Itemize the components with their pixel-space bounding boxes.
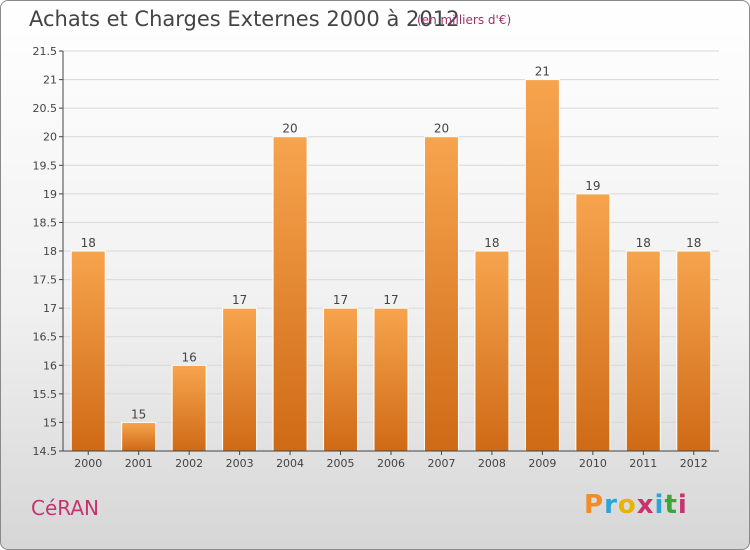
y-tick-label: 16 xyxy=(43,359,57,372)
x-tick-label: 2001 xyxy=(125,457,153,470)
data-label: 16 xyxy=(182,350,197,364)
bar-2010 xyxy=(575,193,611,452)
y-tick-label: 16.5 xyxy=(33,331,58,344)
y-tick-label: 17 xyxy=(43,302,57,315)
bar-2004 xyxy=(272,136,308,452)
bar-2007 xyxy=(423,136,459,452)
data-label: 17 xyxy=(333,293,348,307)
y-tick-label: 20.5 xyxy=(33,102,58,115)
bar-2006 xyxy=(373,307,409,452)
y-tick-label: 18 xyxy=(43,245,57,258)
x-tick-label: 2011 xyxy=(629,457,657,470)
data-label: 20 xyxy=(434,122,449,136)
x-tick-label: 2000 xyxy=(74,457,102,470)
data-label: 18 xyxy=(484,236,499,250)
bar-2008 xyxy=(474,250,510,452)
y-tick-label: 18.5 xyxy=(33,216,58,229)
y-tick-label: 20 xyxy=(43,131,57,144)
labels: 14.5 15 15.5 16 16.5 17 17.5 18 18.5 19 19.5 20 20.5… xyxy=(33,45,708,470)
logo-letter: i xyxy=(677,490,688,520)
y-tick-label: 19.5 xyxy=(33,159,58,172)
x-tick-label: 2009 xyxy=(528,457,556,470)
x-tick-label: 2005 xyxy=(327,457,355,470)
y-tick-label: 15 xyxy=(43,416,57,429)
y-tick-label: 21.5 xyxy=(33,45,58,58)
x-tick-label: 2004 xyxy=(276,457,304,470)
bar-2002 xyxy=(171,364,207,452)
y-tick-label: 14.5 xyxy=(33,445,58,458)
chart-title: Achats et Charges Externes 2000 à 2012 xyxy=(29,7,460,31)
data-label: 17 xyxy=(232,293,247,307)
y-tick-label: 17.5 xyxy=(33,274,58,287)
bar-2012 xyxy=(676,250,712,452)
proxiti-logo[interactable]: Proxiti xyxy=(584,490,688,520)
x-tick-label: 2002 xyxy=(175,457,203,470)
data-label: 18 xyxy=(686,236,701,250)
x-tick-label: 2010 xyxy=(579,457,607,470)
bar-2011 xyxy=(625,250,661,452)
bar-2000 xyxy=(70,250,106,452)
x-tick-label: 2006 xyxy=(377,457,405,470)
data-label: 20 xyxy=(282,122,297,136)
bar-2001 xyxy=(121,421,157,452)
x-tick-label: 2007 xyxy=(427,457,455,470)
logo-letter: o xyxy=(617,490,637,520)
x-tick-label: 2008 xyxy=(478,457,506,470)
data-label: 19 xyxy=(585,179,600,193)
y-tick-label: 15.5 xyxy=(33,388,58,401)
logo-letter: t xyxy=(664,490,678,520)
bars xyxy=(70,79,712,452)
data-label: 21 xyxy=(535,65,550,79)
location-name: CéRAN xyxy=(31,496,99,520)
bar-2005 xyxy=(323,307,359,452)
x-tick-label: 2012 xyxy=(680,457,708,470)
y-tick-label: 21 xyxy=(43,74,57,87)
chart-subtitle: (en milliers d'€) xyxy=(417,13,512,27)
data-label: 18 xyxy=(636,236,651,250)
logo-letter: x xyxy=(636,490,655,520)
data-label: 15 xyxy=(131,407,146,421)
y-tick-label: 19 xyxy=(43,188,57,201)
logo-letter: r xyxy=(604,490,618,520)
logo-letter: i xyxy=(654,490,665,520)
data-label: 18 xyxy=(81,236,96,250)
axes xyxy=(59,50,719,455)
bar-2003 xyxy=(222,307,258,452)
data-label: 17 xyxy=(383,293,398,307)
bar-2009 xyxy=(524,79,560,452)
x-tick-label: 2003 xyxy=(226,457,254,470)
logo-letter: P xyxy=(584,490,605,520)
